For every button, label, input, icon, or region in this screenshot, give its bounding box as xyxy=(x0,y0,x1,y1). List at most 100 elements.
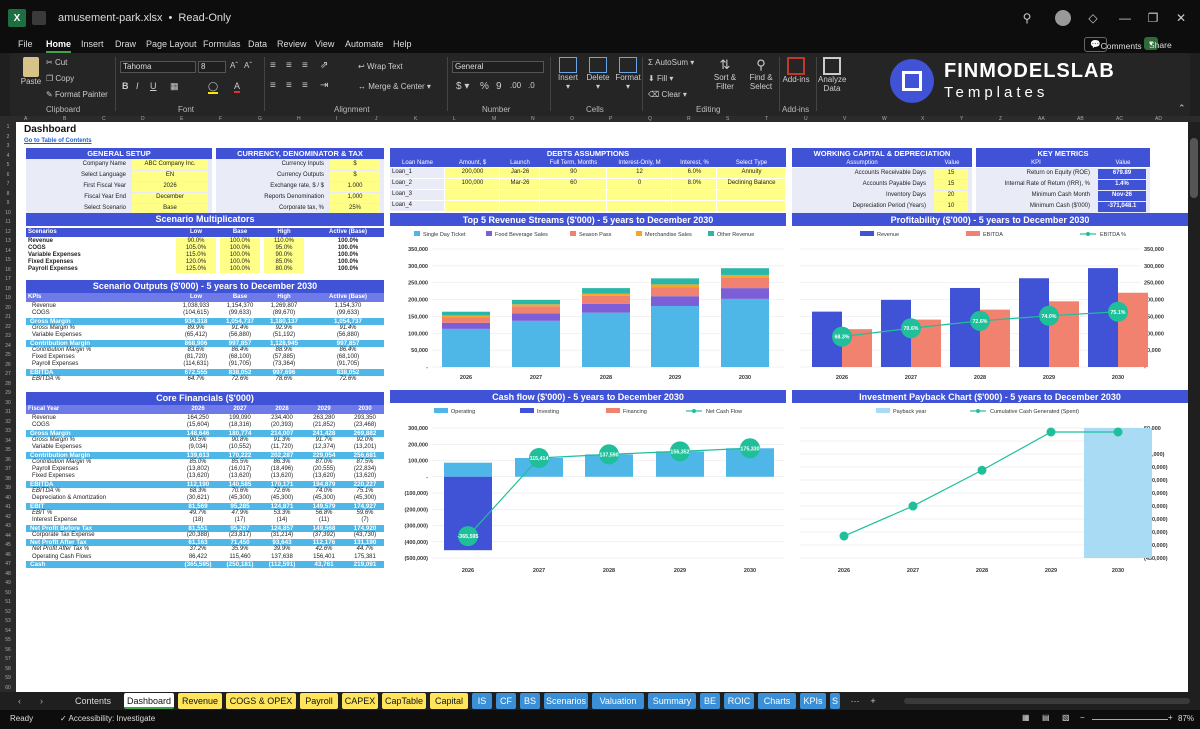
row-header[interactable]: 57 xyxy=(5,656,11,662)
row-header[interactable]: 32 xyxy=(5,418,11,425)
row-header[interactable]: 2 xyxy=(6,133,10,140)
row-header[interactable]: 35 xyxy=(5,447,11,453)
multiplier-cell[interactable] xyxy=(220,259,260,266)
sheet-tab-roic[interactable]: ROIC xyxy=(724,693,754,709)
row-header[interactable]: 38 xyxy=(5,475,11,482)
column-header-r[interactable]: R xyxy=(687,116,691,122)
multiplier-cell[interactable] xyxy=(264,238,304,245)
row-header[interactable]: 60 xyxy=(5,684,11,691)
avatar[interactable] xyxy=(1048,3,1078,33)
multiplier-cell[interactable] xyxy=(176,266,216,273)
page-break-icon[interactable]: ▧ xyxy=(1062,713,1070,722)
multiplier-cell[interactable] xyxy=(220,238,260,245)
currency-input-cell[interactable] xyxy=(330,160,380,170)
column-header-l[interactable]: L xyxy=(453,116,456,122)
row-header[interactable]: 9 xyxy=(6,200,10,206)
row-header[interactable]: 56 xyxy=(5,646,11,653)
multiplier-cell[interactable] xyxy=(264,252,304,259)
horizontal-scrollbar[interactable] xyxy=(904,698,1190,704)
debts-cell[interactable] xyxy=(540,190,606,200)
sheet-tab-is[interactable]: IS xyxy=(472,693,492,709)
column-header-i[interactable]: I xyxy=(336,116,338,122)
row-header[interactable]: 25 xyxy=(5,352,11,358)
debts-cell[interactable] xyxy=(672,201,716,211)
underline-button[interactable]: U xyxy=(150,81,157,91)
row-header[interactable]: 29 xyxy=(5,390,11,396)
restore-icon[interactable]: ❐ xyxy=(1147,11,1159,25)
debts-cell[interactable] xyxy=(607,179,671,189)
multiplier-cell[interactable] xyxy=(220,266,260,273)
row-header[interactable]: 3 xyxy=(6,143,10,149)
column-header-k[interactable]: K xyxy=(414,116,418,122)
sheet-tab-capital[interactable]: Capital xyxy=(430,693,468,709)
clear-button[interactable]: ⌫ Clear ▾ xyxy=(648,90,687,99)
row-header[interactable]: 19 xyxy=(5,295,11,301)
row-header[interactable]: 59 xyxy=(5,675,11,681)
column-header-m[interactable]: M xyxy=(492,116,497,122)
merge-center-button[interactable]: ↔ Merge & Center ▾ xyxy=(358,82,431,91)
debts-cell[interactable] xyxy=(500,190,539,200)
multiplier-cell[interactable] xyxy=(264,245,304,252)
debts-cell[interactable] xyxy=(607,201,671,211)
sheet-tab-capex[interactable]: CAPEX xyxy=(342,693,378,709)
sheet-tab-be[interactable]: BE xyxy=(700,693,720,709)
align-top-icon[interactable]: ≡ xyxy=(270,60,276,71)
debts-cell[interactable] xyxy=(500,168,539,178)
sheet-tab-scenarios[interactable]: Scenarios xyxy=(544,693,588,709)
sheet-tab-bs[interactable]: BS xyxy=(520,693,540,709)
column-header-n[interactable]: N xyxy=(531,116,535,122)
column-header-t[interactable]: T xyxy=(765,116,769,122)
tab-automate[interactable]: Automate xyxy=(345,39,384,49)
row-header[interactable]: 48 xyxy=(5,570,11,577)
column-header-aa[interactable]: AA xyxy=(1038,116,1045,122)
column-header-g[interactable]: G xyxy=(258,116,262,122)
row-header[interactable]: 10 xyxy=(5,209,11,216)
tab-view[interactable]: View xyxy=(315,39,335,49)
zoom-in-icon[interactable]: + xyxy=(1168,713,1173,722)
column-header-p[interactable]: P xyxy=(609,116,613,122)
sheet-tab-captable[interactable]: CapTable xyxy=(382,693,426,709)
prev-sheet-icon[interactable]: ‹ xyxy=(18,696,21,706)
row-header[interactable]: 14 xyxy=(5,247,11,254)
indent-icon[interactable]: ⇥ xyxy=(320,80,329,91)
row-header[interactable]: 46 xyxy=(5,551,11,558)
collapse-ribbon-icon[interactable]: ⌃ xyxy=(1178,103,1186,113)
row-header[interactable]: 6 xyxy=(6,171,10,178)
row-header[interactable]: 21 xyxy=(5,314,11,320)
tab-help[interactable]: Help xyxy=(393,39,412,49)
column-header-a[interactable]: A xyxy=(24,116,28,122)
row-header[interactable]: 26 xyxy=(5,361,11,368)
align-center-icon[interactable]: ≡ xyxy=(286,80,292,91)
more-sheets-icon[interactable]: ⋯ xyxy=(850,696,860,706)
row-header[interactable]: 4 xyxy=(6,152,10,159)
row-header[interactable]: 5 xyxy=(6,162,10,168)
debts-cell[interactable] xyxy=(540,179,606,189)
row-header[interactable]: 30 xyxy=(5,399,11,406)
bold-button[interactable]: B xyxy=(122,81,129,91)
copy-button[interactable]: ❐ Copy xyxy=(46,74,75,83)
row-header[interactable]: 7 xyxy=(6,181,10,187)
debts-cell[interactable] xyxy=(717,179,785,189)
currency-icon[interactable]: $ ▾ xyxy=(456,81,470,92)
sheet-tab-summary[interactable]: Summary xyxy=(648,693,696,709)
share-button[interactable]: Share ▾ xyxy=(1144,37,1172,50)
row-header[interactable]: 36 xyxy=(5,456,11,463)
sheet-tab-payroll[interactable]: Payroll xyxy=(300,693,338,709)
sheet-tab-cogs-opex[interactable]: COGS & OPEX xyxy=(226,693,296,709)
column-header-ab[interactable]: AB xyxy=(1077,116,1084,122)
column-header-o[interactable]: O xyxy=(570,116,574,122)
paste-button[interactable]: Paste xyxy=(18,57,44,93)
addins-button[interactable]: Add-ins xyxy=(782,57,810,84)
sort-filter-button[interactable]: ⇅ Sort & Filter xyxy=(710,57,740,91)
row-header[interactable]: 40 xyxy=(5,494,11,501)
accessibility-status[interactable]: ✓ Accessibility: Investigate xyxy=(60,714,156,723)
autosum-button[interactable]: Σ AutoSum ▾ xyxy=(648,58,695,67)
row-header[interactable]: 50 xyxy=(5,589,11,596)
row-header[interactable]: 39 xyxy=(5,485,11,491)
row-header[interactable]: 41 xyxy=(5,504,11,510)
page-layout-icon[interactable]: ▤ xyxy=(1042,713,1050,722)
column-header-ac[interactable]: AC xyxy=(1116,116,1123,122)
column-header-j[interactable]: J xyxy=(375,116,378,122)
tab-home[interactable]: Home xyxy=(46,39,72,53)
vertical-scrollbar[interactable] xyxy=(1188,122,1200,692)
